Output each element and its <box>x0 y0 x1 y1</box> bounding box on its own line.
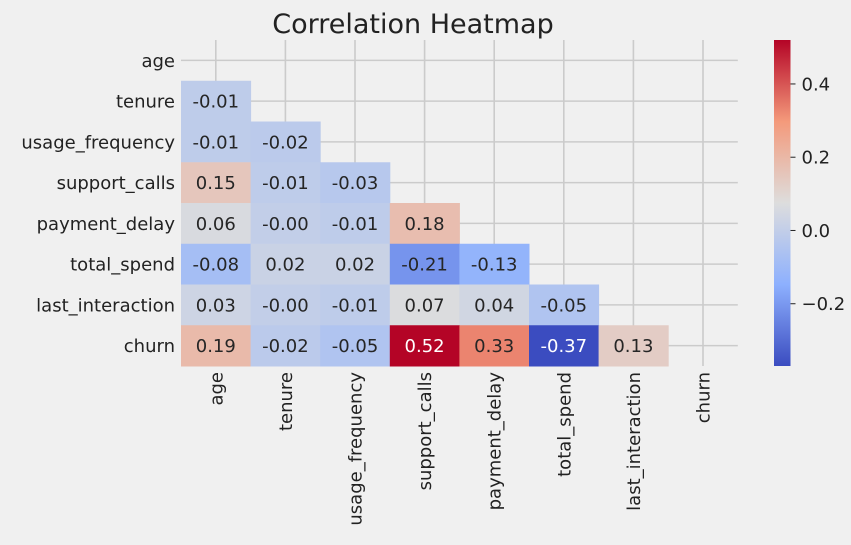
cell-value-label: 0.15 <box>196 173 236 194</box>
heatmap-cells: -0.01 -0.01 -0.02 0.15 -0.01 -0.03 0.06 -0.00 -0… <box>181 80 669 367</box>
heatmap-cell <box>181 80 252 122</box>
cell-value-label: -0.02 <box>262 336 309 357</box>
cell-value-label: -0.13 <box>471 255 518 276</box>
cell-value-label: -0.02 <box>262 132 309 153</box>
heatmap-cell <box>320 162 391 204</box>
y-tick-labels: age tenure usage_frequency support_callspay… <box>21 51 175 357</box>
heatmap-cell <box>459 243 530 285</box>
colorbar-tick-label: 0.2 <box>802 148 831 169</box>
cell-value-label: -0.01 <box>193 132 240 153</box>
cell-value-label: 0.02 <box>335 255 375 276</box>
x-tick-labels: age tenure usage_frequency support_calls pay… <box>206 372 714 526</box>
cell-value-label: 0.02 <box>265 255 305 276</box>
colorbar-tick-label: −0.2 <box>802 294 846 315</box>
x-tick-label: last_interaction <box>624 372 645 511</box>
heatmap-cell <box>529 325 600 367</box>
heatmap-cell <box>389 325 460 367</box>
heatmap-cell <box>181 203 252 245</box>
colorbar-gradient <box>774 40 791 366</box>
heatmap-cell <box>181 243 252 285</box>
cell-value-label: -0.05 <box>541 295 588 316</box>
y-tick-label: support_calls <box>57 173 175 194</box>
colorbar-tick-label: 0.4 <box>802 74 831 95</box>
colorbar-tick-label: 0.0 <box>802 221 831 242</box>
cell-value-label: 0.52 <box>405 336 445 357</box>
cell-value-label: -0.05 <box>332 336 379 357</box>
heatmap-cell <box>320 203 391 245</box>
cell-value-label: -0.01 <box>193 92 240 113</box>
y-tick-label: age <box>141 51 175 72</box>
cell-value-label: -0.21 <box>401 255 448 276</box>
cell-value-label: 0.33 <box>474 336 514 357</box>
y-tick-label: usage_frequency <box>21 132 175 153</box>
colorbar: 0.4 0.2 0.0 −0.2 <box>774 40 845 366</box>
heatmap-cell <box>250 325 321 367</box>
cell-value-label: 0.07 <box>405 295 445 316</box>
heatmap-cell <box>181 284 252 326</box>
heatmap-cell <box>250 203 321 245</box>
x-tick-label: usage_frequency <box>346 372 367 526</box>
y-tick-label: churn <box>124 336 175 357</box>
cell-value-label: 0.03 <box>196 295 236 316</box>
heatmap-cell <box>598 325 669 367</box>
cell-value-label: 0.18 <box>405 214 445 235</box>
cell-value-label: -0.00 <box>262 295 309 316</box>
heatmap-cell <box>250 121 321 163</box>
y-tick-label: last_interaction <box>36 295 175 316</box>
heatmap-cell <box>389 284 460 326</box>
cell-value-label: -0.01 <box>262 173 309 194</box>
x-tick-label: age <box>206 372 227 406</box>
cell-value-label: 0.13 <box>613 336 653 357</box>
x-tick-label: payment_delay <box>485 372 506 511</box>
heatmap-cell <box>181 121 252 163</box>
heatmap-cell <box>459 325 530 367</box>
x-tick-label: churn <box>694 372 715 423</box>
y-tick-label: total_spend <box>70 255 175 276</box>
chart-title: Correlation Heatmap <box>272 9 554 40</box>
heatmap-cell <box>250 162 321 204</box>
cell-value-label: -0.37 <box>541 336 588 357</box>
heatmap-cell <box>389 203 460 245</box>
heatmap-cell <box>320 243 391 285</box>
cell-value-label: 0.04 <box>474 295 514 316</box>
x-tick-label: support_calls <box>415 372 436 490</box>
heatmap-cell <box>250 243 321 285</box>
cell-value-label: -0.00 <box>262 214 309 235</box>
heatmap-cell <box>529 284 600 326</box>
heatmap-cell <box>320 325 391 367</box>
cell-value-label: 0.06 <box>196 214 236 235</box>
cell-value-label: -0.08 <box>193 255 240 276</box>
heatmap-cell <box>389 243 460 285</box>
cell-value-label: -0.01 <box>332 295 379 316</box>
heatmap-cell <box>181 162 252 204</box>
x-tick-label: total_spend <box>554 372 575 477</box>
heatmap-cell <box>181 325 252 367</box>
cell-value-label: -0.01 <box>332 214 379 235</box>
cell-value-label: -0.03 <box>332 173 379 194</box>
x-tick-label: tenure <box>276 372 297 431</box>
y-tick-label: payment_delay <box>37 214 176 235</box>
heatmap-cell <box>320 284 391 326</box>
heatmap-cell <box>459 284 530 326</box>
cell-value-label: 0.19 <box>196 336 236 357</box>
heatmap-cell <box>250 284 321 326</box>
y-tick-label: tenure <box>116 92 175 113</box>
